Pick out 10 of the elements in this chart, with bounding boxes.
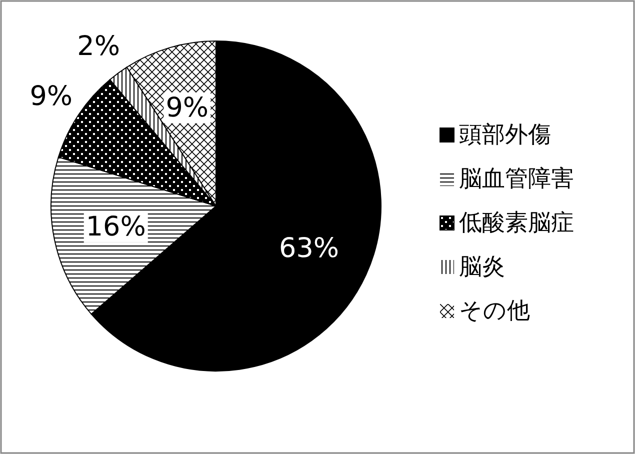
data-label: 9% [166,92,209,124]
legend-label: 頭部外傷 [459,122,551,148]
legend-label: 脳炎 [459,254,505,280]
legend-label: 低酸素脳症 [459,210,574,236]
data-label: 16% [86,211,146,242]
data-label: 63% [279,232,340,264]
legend-label: その他 [459,298,530,324]
data-label: 2% [77,31,120,62]
data-label: 9% [30,80,73,112]
legend-label: 脳血管障害 [459,166,574,192]
